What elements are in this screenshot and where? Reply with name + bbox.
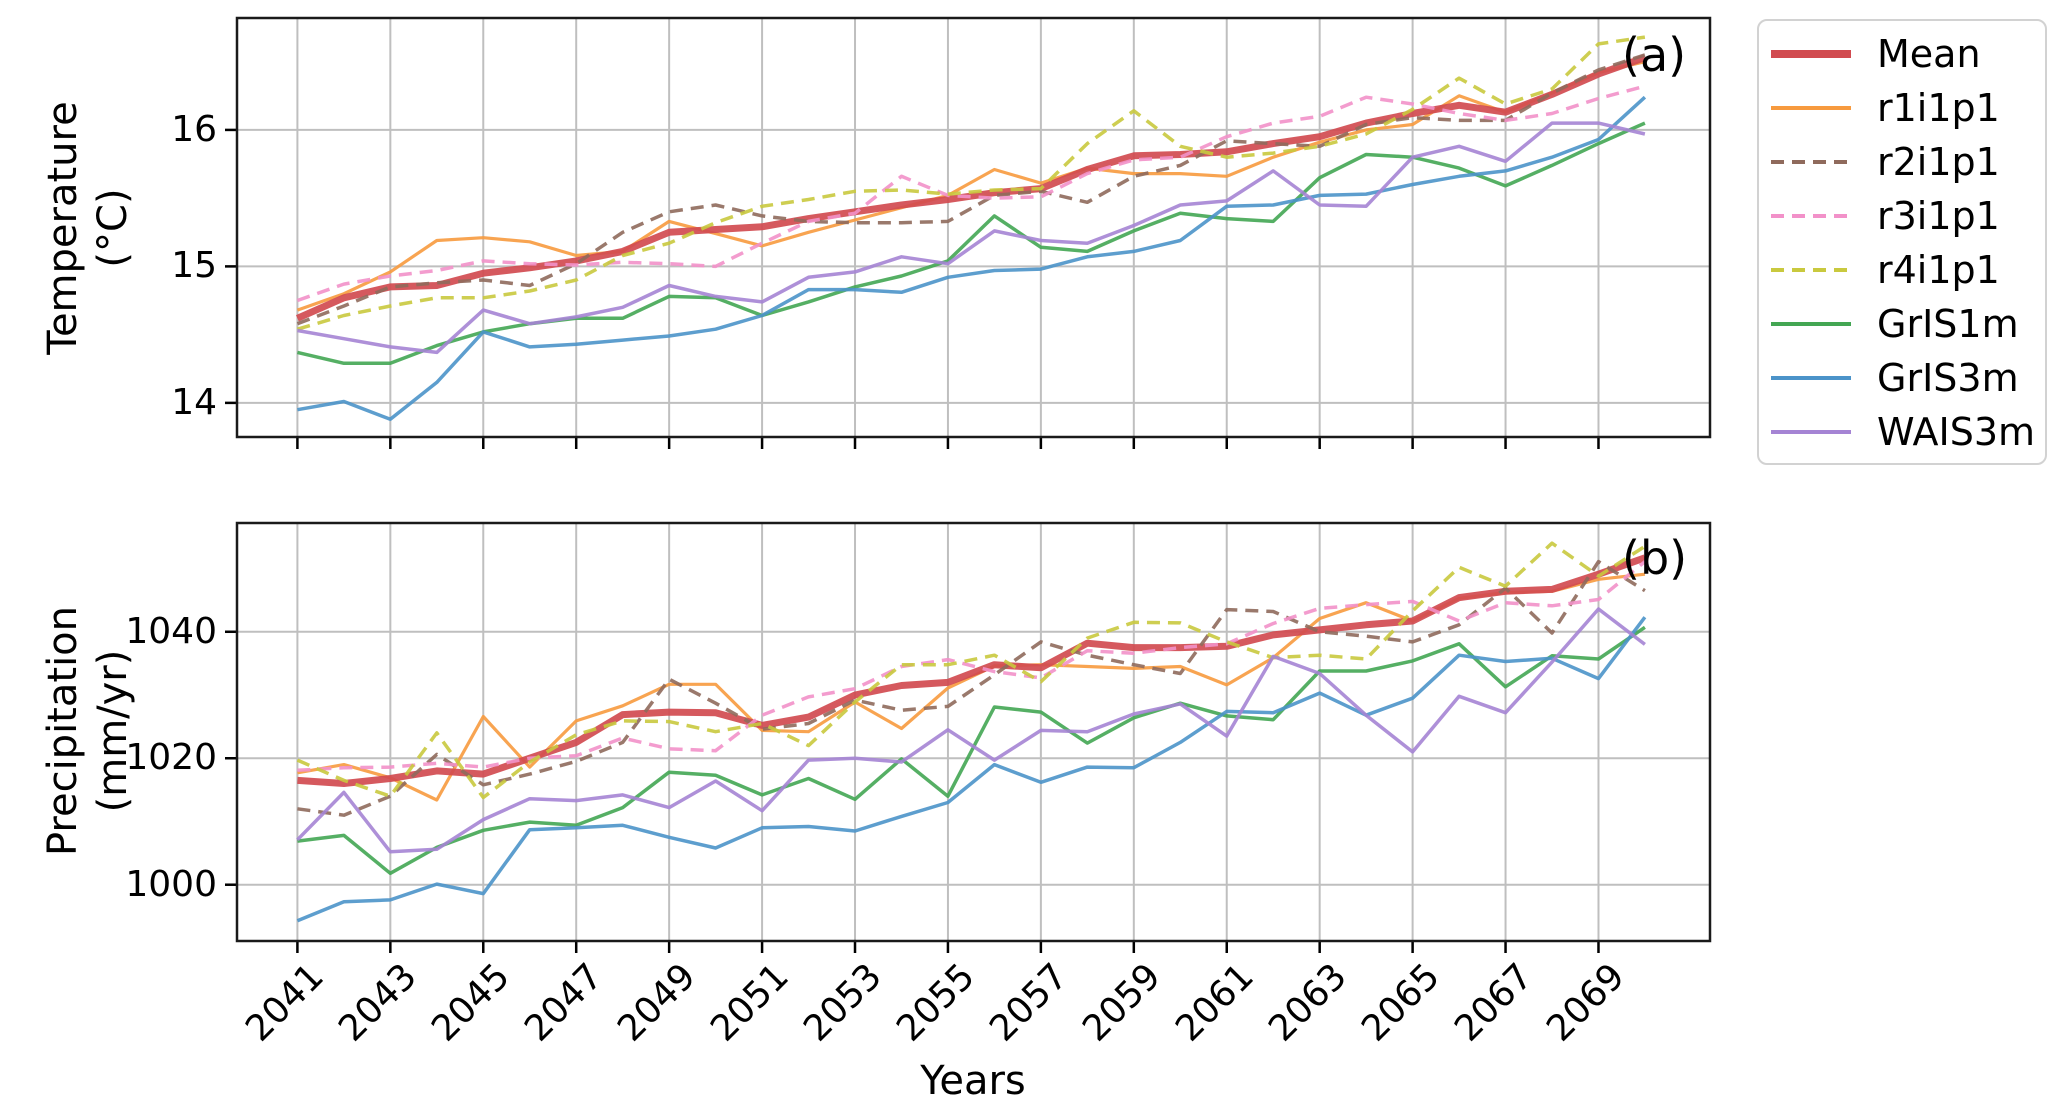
legend-label-r4i1p1: r4i1p1: [1877, 248, 2000, 292]
y-tick-label: 14: [171, 381, 217, 423]
x-axis-label: Years: [920, 1058, 1026, 1104]
legend-label-r3i1p1: r3i1p1: [1877, 194, 2000, 238]
y-tick-label: 16: [171, 108, 217, 150]
legend-label-WAIS3m: WAIS3m: [1877, 410, 2036, 454]
legend-label-r2i1p1: r2i1p1: [1877, 140, 2000, 184]
series-line-r2i1p1: [297, 559, 1646, 817]
series-line-WAIS3m: [296, 607, 1646, 854]
legend-swatch-GrIS3m: [1771, 376, 1851, 380]
series-line-GrIS1m: [297, 121, 1646, 366]
y-tick-label: 1040: [125, 610, 217, 652]
axes-panel-a: [225, 16, 1712, 449]
y-tick-label: 15: [171, 245, 217, 287]
plot-border: [235, 16, 1712, 439]
legend-label-GrIS3m: GrIS3m: [1877, 356, 2019, 400]
series-line-Mean: [297, 554, 1647, 787]
legend-swatch-WAIS3m: [1771, 430, 1851, 434]
panel-a-label: (a): [1622, 28, 1687, 82]
legend-swatch-r3i1p1: [1771, 214, 1851, 218]
y-tick-label: 1020: [125, 737, 217, 779]
legend-item-r1i1p1: r1i1p1: [1759, 81, 2045, 135]
legend-label-Mean: Mean: [1877, 32, 1981, 76]
legend-item-GrIS1m: GrIS1m: [1759, 297, 2045, 351]
series-line-r3i1p1: [297, 560, 1647, 773]
series-line-WAIS3m: [297, 121, 1646, 355]
legend-item-WAIS3m: WAIS3m: [1759, 405, 2045, 459]
plot-border: [235, 521, 1712, 943]
legend-item-r4i1p1: r4i1p1: [1759, 243, 2045, 297]
y-tick-label: 1000: [125, 863, 217, 905]
series-line-GrIS3m: [296, 616, 1647, 923]
legend-swatch-r1i1p1: [1771, 106, 1851, 110]
legend-swatch-r2i1p1: [1771, 160, 1851, 164]
legend-swatch-Mean: [1771, 50, 1851, 58]
series-line-Mean: [295, 54, 1647, 322]
axes-panel-b: [225, 521, 1712, 953]
legend-item-GrIS3m: GrIS3m: [1759, 351, 2045, 405]
legend-item-r2i1p1: r2i1p1: [1759, 135, 2045, 189]
series-line-r2i1p1: [296, 53, 1646, 326]
legend-label-GrIS1m: GrIS1m: [1877, 302, 2019, 346]
panel-b-label: (b): [1622, 531, 1688, 585]
series-line-GrIS3m: [297, 95, 1647, 422]
legend-swatch-GrIS1m: [1771, 322, 1851, 326]
legend-swatch-r4i1p1: [1771, 268, 1851, 272]
legend-item-r3i1p1: r3i1p1: [1759, 189, 2045, 243]
legend-label-r1i1p1: r1i1p1: [1877, 86, 2000, 130]
series-line-r4i1p1: [296, 541, 1646, 800]
legend-item-Mean: Mean: [1759, 27, 2045, 81]
series-line-GrIS1m: [297, 625, 1646, 876]
series-line-r4i1p1: [296, 35, 1646, 331]
legend: Mean r1i1p1 r2i1p1 r3i1p1 r4i1p1 GrIS1m GrIS3m…: [1757, 19, 2047, 465]
